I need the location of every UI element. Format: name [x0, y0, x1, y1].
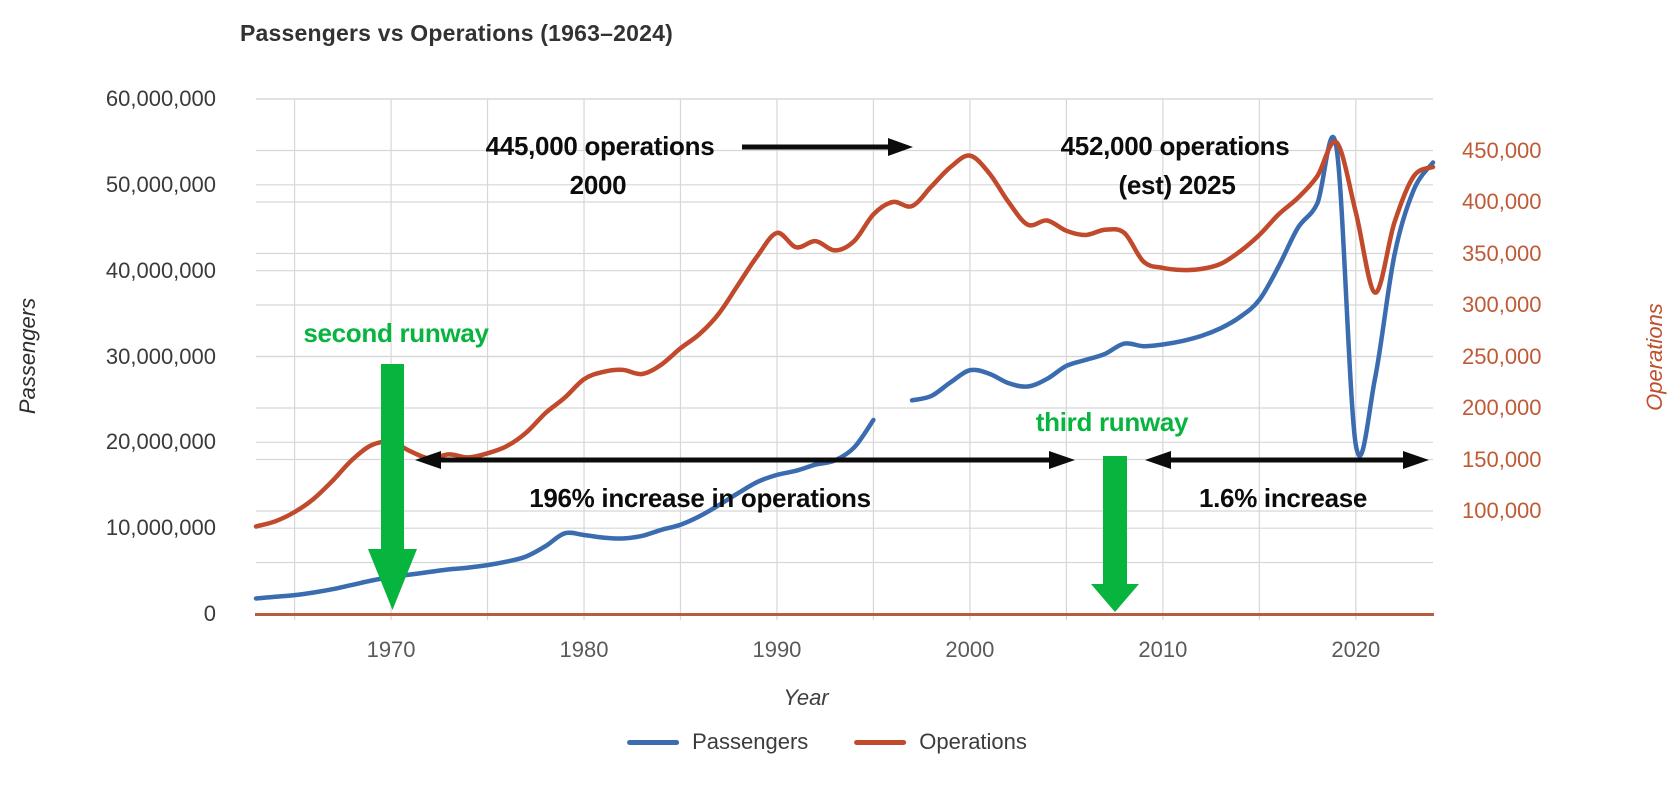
arrowhead-right-icon: [1049, 451, 1075, 469]
left-tick-0: 0: [203, 601, 216, 626]
arrowhead-right-icon: [888, 138, 913, 156]
annotation-arrows: [368, 138, 1429, 612]
chart-title: Passengers vs Operations (1963–2024): [240, 20, 673, 46]
legend-item-operations[interactable]: Operations: [854, 729, 1027, 755]
annotation-ops-2025-line2: (est) 2025: [1118, 170, 1236, 200]
third-runway-arrow: [1091, 456, 1139, 612]
arrowhead-left-icon: [1145, 451, 1171, 469]
x-tick-1990: 1990: [752, 637, 802, 662]
annotation-second-runway: second runway: [303, 318, 489, 348]
right-tick-450000: 450,000: [1462, 137, 1542, 163]
right-tick-400000: 400,000: [1462, 189, 1542, 214]
left-tick-20000000: 20,000,000: [105, 429, 216, 455]
x-tick-2000: 2000: [945, 637, 995, 662]
annotation-ops-2000-line1: 445,000 operations: [485, 131, 715, 161]
left-tick-50000000: 50,000,000: [105, 171, 216, 197]
left-tick-30000000: 30,000,000: [105, 343, 216, 369]
legend-label: Passengers: [692, 729, 809, 754]
right-tick-100000: 100,000: [1462, 498, 1542, 523]
series-line-passengers: [909, 134, 1436, 458]
annotation-ops-2025-line1: 452,000 operations: [1060, 131, 1290, 161]
right-axis-title: Operations: [1642, 303, 1667, 411]
left-tick-40000000: 40,000,000: [105, 257, 216, 283]
x-tick-1970: 1970: [366, 637, 416, 662]
right-tick-300000: 300,000: [1462, 292, 1542, 317]
legend-item-passengers[interactable]: Passengers: [627, 729, 808, 755]
increase-16-arrow: [1145, 451, 1429, 469]
right-tick-200000: 200,000: [1462, 395, 1542, 420]
gridlines: [256, 98, 1433, 620]
annotation-third-runway: third runway: [1035, 407, 1189, 437]
annotation-increase-196: 196% increase in operations: [529, 483, 871, 513]
right-tick-150000: 150,000: [1462, 446, 1542, 472]
right-tick-350000: 350,000: [1462, 240, 1542, 266]
arrowhead-right-icon: [1403, 451, 1429, 469]
x-tick-2020: 2020: [1331, 637, 1381, 662]
legend-swatch-operations: [854, 739, 907, 745]
x-axis-title: Year: [783, 685, 829, 710]
left-tick-10000000: 10,000,000: [105, 515, 216, 541]
right-tick-250000: 250,000: [1462, 343, 1542, 369]
increase-196-arrow: [415, 451, 1075, 469]
legend-label: Operations: [919, 729, 1027, 754]
legend: Passengers Operations: [627, 729, 1027, 755]
left-axis-title: Passengers: [15, 297, 40, 415]
second-runway-arrow: [368, 364, 417, 610]
x-tick-1980: 1980: [559, 637, 609, 662]
x-tick-2010: 2010: [1138, 637, 1188, 662]
annotation-increase-16: 1.6% increase: [1198, 483, 1368, 513]
left-tick-60000000: 60,000,000: [105, 86, 216, 111]
series-line-passengers: [253, 417, 876, 601]
annotation-ops-2000-line2: 2000: [569, 170, 627, 200]
series-line-operations: [253, 139, 1436, 529]
series-lines: [253, 134, 1436, 601]
annotation-arrow-2000: [742, 138, 913, 156]
arrowhead-left-icon: [415, 451, 441, 469]
legend-swatch-passengers: [627, 739, 680, 745]
